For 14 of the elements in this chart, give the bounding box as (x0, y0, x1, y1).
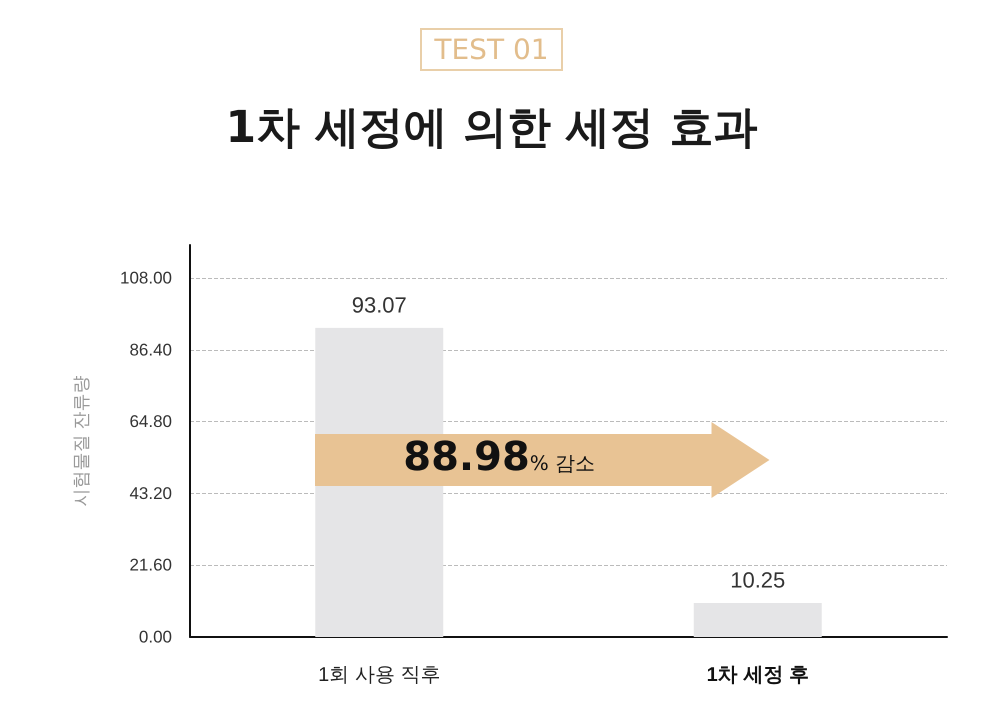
annotation: 88.98% 감소 (403, 434, 596, 480)
chart-title: 1차 세정에 의한 세정 효과 (224, 101, 758, 155)
y-tick-label: 0.00 (138, 628, 172, 646)
x-tick-label: 1차 세정 후 (706, 664, 809, 686)
chart-subtitle: TEST 01 (420, 28, 563, 71)
y-tick-label: 64.80 (129, 412, 172, 432)
y-tick-label: 86.40 (129, 340, 172, 360)
y-axis-title: 시험물질 잔류량 (71, 375, 91, 507)
data-label: 10.25 (730, 567, 786, 592)
y-tick-label: 43.20 (129, 484, 172, 503)
y-tick-label: 21.60 (129, 556, 172, 575)
data-label: 93.07 (352, 292, 407, 318)
x-tick-label: 1회 사용 직후 (318, 664, 440, 686)
y-tick-label: 108.00 (120, 268, 172, 288)
